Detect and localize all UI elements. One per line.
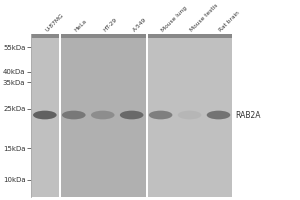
Bar xyxy=(31,34,59,197)
Ellipse shape xyxy=(207,111,230,119)
Ellipse shape xyxy=(91,111,115,119)
Ellipse shape xyxy=(33,111,57,119)
Bar xyxy=(31,34,59,38)
Bar xyxy=(60,34,146,38)
Ellipse shape xyxy=(149,111,172,119)
Ellipse shape xyxy=(178,111,201,119)
Bar xyxy=(60,34,146,197)
Ellipse shape xyxy=(62,111,85,119)
Bar xyxy=(59,34,61,197)
Ellipse shape xyxy=(120,111,143,119)
Bar xyxy=(146,34,148,197)
Bar xyxy=(146,34,148,197)
Bar xyxy=(147,34,232,38)
Text: RAB2A: RAB2A xyxy=(235,111,261,120)
Bar xyxy=(59,34,61,197)
Bar xyxy=(147,34,232,197)
